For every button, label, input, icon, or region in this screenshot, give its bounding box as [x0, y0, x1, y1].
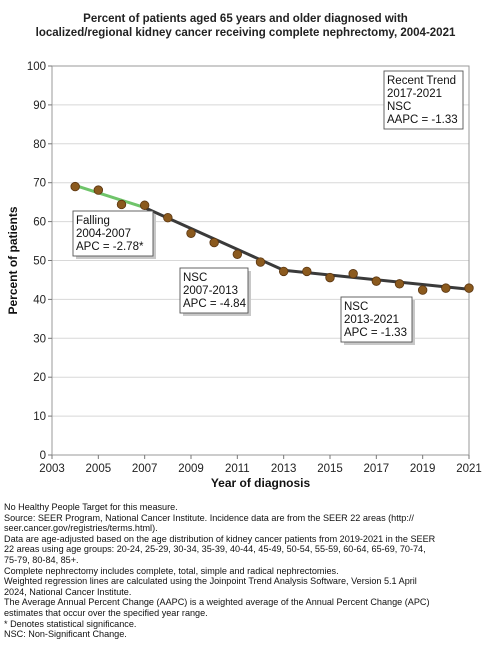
y-tick-label: 30 — [33, 333, 46, 345]
data-point — [394, 279, 405, 289]
y-tick-label: 0 — [40, 450, 46, 462]
chart-title: Percent of patients aged 65 years and ol… — [0, 12, 491, 40]
annotation-line: Recent Trend — [387, 75, 456, 87]
annotation-border — [179, 267, 249, 314]
line-chart: 0 10 20 30 40 50 60 70 80 90 100 2003 2005 2007 2009 20… — [6, 61, 482, 490]
x-tick-label: 2005 — [86, 463, 112, 475]
data-point — [93, 185, 104, 195]
annotation-line: NSC — [387, 101, 411, 113]
data-point — [163, 213, 173, 223]
annotation-line: 2013-2021 — [344, 314, 399, 326]
annotation-line: NSC — [183, 272, 207, 284]
footnote-line: The Average Annual Percent Change (AAPC)… — [4, 597, 430, 608]
y-tick-label: 70 — [33, 178, 46, 190]
x-axis-label: Year of diagnosis — [211, 476, 311, 490]
x-tick-label: 2009 — [178, 463, 204, 475]
data-point — [325, 272, 335, 283]
annotation-line: 2017-2021 — [387, 88, 442, 100]
annotation-line: Falling — [76, 215, 110, 227]
y-tick-label: 10 — [33, 411, 46, 423]
x-tick-label: 2019 — [410, 463, 436, 475]
x-tick-label: 2017 — [364, 463, 390, 475]
footnote-line: seer.cancer.gov/registries/terms.html). — [4, 523, 158, 534]
axis-ticks: 0 10 20 30 40 50 60 70 80 90 100 2003 2005 2007 2009 20… — [27, 61, 482, 475]
data-point — [186, 228, 196, 238]
footnote-line: 75-79, 80-84, 85+. — [4, 554, 79, 565]
data-point — [278, 266, 289, 277]
data-point — [209, 237, 219, 248]
y-tick-label: 50 — [33, 256, 46, 268]
y-axis-label: Percent of patients — [6, 206, 20, 314]
annotation-line: APC = -2.78* — [76, 241, 144, 253]
footnote-line: No Healthy People Target for this measur… — [4, 502, 178, 512]
annotation-line: 2007-2013 — [183, 285, 238, 297]
x-tick-label: 2007 — [132, 463, 158, 475]
x-tick-label: 2011 — [225, 463, 250, 475]
data-point — [441, 283, 451, 293]
annotation-line: AAPC = -1.33 — [387, 114, 458, 126]
footnote-line: NSC: Non-Significant Change. — [4, 629, 127, 640]
data-point — [417, 285, 428, 295]
chart-title-line-2: localized/regional kidney cancer receivi… — [35, 27, 456, 39]
data-point — [371, 276, 382, 286]
x-tick-label: 2015 — [317, 463, 343, 475]
chart-title-line-1: Percent of patients aged 65 years and ol… — [83, 13, 408, 25]
footnote-line: Complete nephrectomy includes complete, … — [4, 565, 339, 576]
data-point — [464, 283, 474, 293]
data-point — [255, 257, 266, 267]
y-tick-label: 40 — [33, 294, 46, 306]
data-point — [232, 249, 243, 259]
footnote-line: 2024, National Cancer Institute. — [4, 586, 132, 597]
trend-line — [73, 183, 147, 210]
data-point — [302, 266, 312, 277]
annotation-border — [383, 70, 464, 130]
data-point — [139, 200, 150, 210]
x-tick-label: 2003 — [39, 463, 65, 475]
x-tick-label: 2021 — [456, 463, 482, 475]
annotation-line: 2004-2007 — [76, 228, 131, 240]
footnote-line: * Denotes statistical significance. — [4, 618, 137, 629]
footnotes: No Healthy People Target for this measur… — [4, 502, 488, 640]
footnote-line: Data are age-adjusted based on the age d… — [4, 533, 436, 544]
y-tick-label: 20 — [33, 372, 46, 384]
y-tick-label: 100 — [27, 61, 46, 73]
footnote-line: Source: SEER Program, National Cancer In… — [4, 512, 414, 523]
data-point — [348, 269, 358, 279]
x-tick-label: 2013 — [271, 463, 297, 475]
annotation-line: NSC — [344, 301, 368, 313]
y-tick-label: 60 — [33, 217, 46, 229]
footnote-line: estimates that occur over the specified … — [4, 607, 208, 618]
data-points — [70, 181, 474, 295]
annotation-border — [72, 210, 154, 257]
y-tick-label: 80 — [33, 139, 46, 151]
footnote-line: 22 areas using age groups: 20-24, 25-29,… — [4, 544, 426, 555]
y-tick-label: 90 — [33, 100, 46, 112]
data-point — [116, 199, 127, 210]
annotation-line: APC = -1.33 — [344, 327, 407, 339]
data-point — [70, 181, 80, 192]
annotation-line: APC = -4.84 — [183, 298, 247, 310]
footnote-line: Weighted regression lines are calculated… — [4, 576, 417, 587]
annotation-border — [340, 296, 413, 343]
